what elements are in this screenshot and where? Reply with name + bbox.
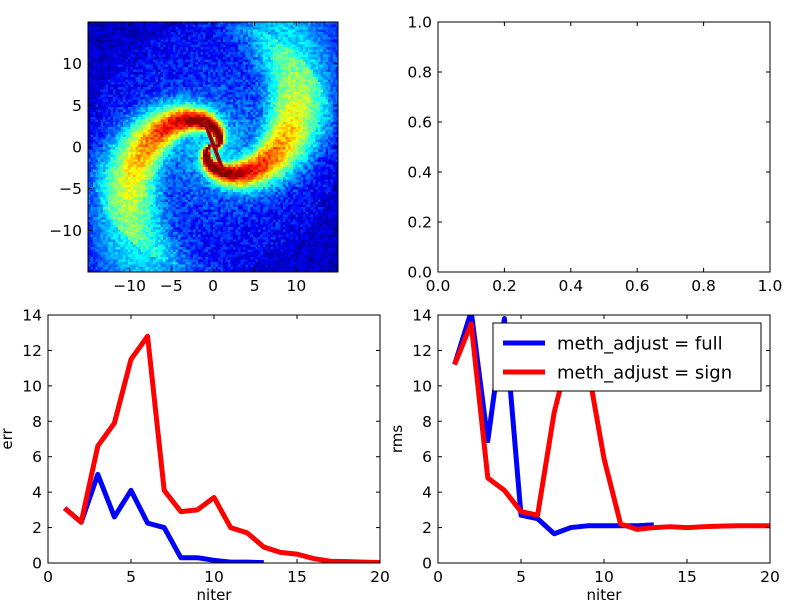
y-tick-label: 0.2 <box>407 214 432 232</box>
y-axis-label: rms <box>388 425 406 454</box>
y-tick-label: 6 <box>422 448 432 466</box>
y-tick-label: 2 <box>32 519 42 537</box>
x-tick-label: 20 <box>760 568 780 586</box>
x-axis-label: niter <box>197 586 233 600</box>
x-tick-label: 0 <box>208 277 218 295</box>
legend-box <box>492 322 762 392</box>
center-overlay-core <box>204 121 224 171</box>
x-tick-label: 10 <box>204 568 224 586</box>
plot-area <box>62 333 381 563</box>
empty-axes-panel: 0.0 0.2 0.4 0.6 0.8 1.0 0.0 0.2 0.4 0.6 0.8 1.0 <box>407 14 782 296</box>
x-tick-label: 15 <box>287 568 307 586</box>
y-tick-label: 1.0 <box>407 14 432 32</box>
x-tick-label: −5 <box>160 277 183 295</box>
y-tick-label: 0 <box>72 139 82 157</box>
spiral-heatmap-panel: −10 −5 0 5 10 −10 −5 0 5 10 <box>49 21 339 295</box>
y-tick-label: −10 <box>49 222 82 240</box>
y-tick-label: 8 <box>32 413 42 431</box>
y-tick-label: 8 <box>422 413 432 431</box>
x-tick-label: 5 <box>516 568 526 586</box>
x-tick-label: 0 <box>43 568 53 586</box>
x-tick-label: −10 <box>113 277 146 295</box>
err-line-chart-panel: 0 5 10 15 20 0 2 4 6 8 10 12 14 niter err <box>0 307 390 600</box>
y-tick-label: 10 <box>22 377 42 395</box>
series-line-full <box>62 471 264 563</box>
y-tick-label: 12 <box>22 342 42 360</box>
series-line-sign <box>452 321 770 532</box>
x-tick-label: 1.0 <box>758 277 783 295</box>
y-tick-label: 10 <box>412 377 432 395</box>
y-tick-label: 0.6 <box>407 114 432 132</box>
legend-label-full: meth_adjust = full <box>557 334 723 355</box>
legend: meth_adjust = full meth_adjust = sign <box>492 322 762 392</box>
y-tick-label: 4 <box>422 484 432 502</box>
y-tick-label: 0 <box>422 555 432 573</box>
x-tick-label: 0.4 <box>558 277 583 295</box>
y-tick-label: 0.0 <box>407 264 432 282</box>
x-tick-label: 5 <box>126 568 136 586</box>
y-tick-label: 0 <box>32 555 42 573</box>
x-tick-label: 5 <box>250 277 260 295</box>
y-tick-label: 4 <box>32 484 42 502</box>
axes-frame <box>437 21 771 273</box>
x-tick-label: 0.6 <box>625 277 650 295</box>
x-tick-label: 10 <box>594 568 614 586</box>
y-tick-label: 10 <box>62 55 82 73</box>
y-tick-label: 14 <box>412 307 432 325</box>
series-line-sign <box>62 333 381 563</box>
y-tick-label: 0.4 <box>407 164 432 182</box>
y-tick-label: 12 <box>412 342 432 360</box>
heatmap-image <box>88 22 338 272</box>
x-tick-label: 20 <box>370 568 390 586</box>
x-axis-label: niter <box>587 586 623 600</box>
plot-area <box>452 315 770 537</box>
x-tick-label: 15 <box>677 568 697 586</box>
x-tick-label: 0.0 <box>426 277 451 295</box>
legend-label-sign: meth_adjust = sign <box>557 363 732 384</box>
y-tick-label: 5 <box>72 97 82 115</box>
x-tick-label: 10 <box>286 277 306 295</box>
y-tick-label: 6 <box>32 448 42 466</box>
x-tick-label: 0.2 <box>492 277 517 295</box>
y-tick-label: 0.8 <box>407 64 432 82</box>
y-tick-label: 2 <box>422 519 432 537</box>
y-axis-label: err <box>0 428 16 450</box>
y-tick-label: −5 <box>59 180 82 198</box>
rms-line-chart-panel: 0 5 10 15 20 0 2 4 6 8 10 12 14 niter rms meth_adjust =… <box>388 307 780 600</box>
x-tick-label: 0 <box>433 568 443 586</box>
y-tick-label: 14 <box>22 307 42 325</box>
x-tick-label: 0.8 <box>691 277 716 295</box>
